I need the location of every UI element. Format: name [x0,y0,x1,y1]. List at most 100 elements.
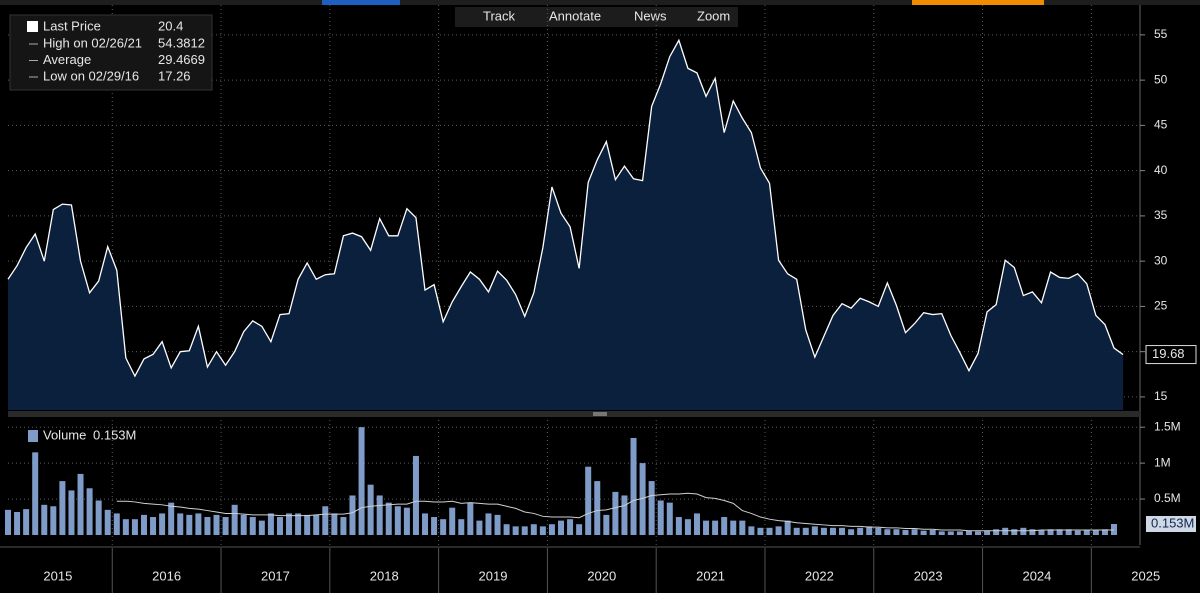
volume-bar [521,526,528,535]
volume-bar [431,517,438,535]
volume-bar [485,513,492,535]
volume-bar [784,520,791,535]
volume-bar [412,455,419,535]
volume-bar [41,504,48,535]
add-data-cropped[interactable] [912,0,1044,5]
volume-bar [32,452,39,535]
volume-bar [177,513,184,535]
period-button-cropped[interactable] [322,0,400,5]
volume-bar [748,526,755,535]
legend-value: 29.4669 [158,52,205,67]
volume-bar [993,529,1000,535]
volume-bar [231,504,238,535]
volume-bar [331,513,338,535]
volume-bar [95,500,102,535]
volume-bar [757,527,764,535]
y-tick-label: 50 [1154,72,1168,86]
volume-bar [956,531,963,535]
y-tick-label: 0.5M [1154,491,1181,505]
volume-bar [793,527,800,535]
volume-bar [1029,529,1036,535]
volume-bar [1011,529,1018,535]
volume-bar [195,513,202,535]
volume-bar [630,437,637,535]
legend-value: 17.26 [158,68,191,83]
volume-bar [766,527,773,535]
volume-bar [240,514,247,535]
volume-bar [558,520,564,535]
volume-bar [503,524,510,535]
volume-bar [585,466,592,535]
volume-bar [213,514,220,535]
volume-bar [276,517,283,535]
legend-label: Low on 02/29/16 [43,68,139,83]
volume-bar [1047,529,1054,535]
y-tick-label: 25 [1154,299,1168,313]
volume-bar [947,531,954,535]
volume-bar [14,512,21,535]
last-price-tag [1145,345,1197,365]
toolbar-news[interactable]: News [634,8,667,23]
volume-bar [458,519,465,535]
volume-bar [467,502,474,535]
volume-bar [1074,530,1081,535]
last-price-label: 19.68 [1152,346,1185,361]
volume-bar [675,517,682,535]
x-tick-label: 2016 [152,568,181,583]
volume-bar [159,513,166,535]
volume-bar [576,524,583,535]
volume-bar [911,529,918,535]
volume-bar [1002,527,1009,535]
volume-bar [775,526,782,535]
y-tick-label: 35 [1154,208,1168,222]
volume-bar [77,473,84,535]
volume-bar [267,513,274,535]
legend-value: 20.4 [158,18,183,33]
volume-bar [875,527,882,535]
volume-bar [975,531,982,535]
volume-bar [603,514,610,535]
panel-separator[interactable] [8,411,1140,417]
volume-bar [476,520,483,535]
toolbar-track[interactable]: Track [483,8,516,23]
volume-bar [811,526,818,535]
volume-bar [122,519,129,535]
legend-value: 54.3812 [158,35,205,50]
legend-label: Average [43,52,91,67]
volume-bar [1065,529,1072,535]
volume-bar [938,531,945,535]
volume-bar [249,517,256,535]
y-tick-label: 45 [1154,118,1168,132]
toolbar-annotate[interactable]: Annotate [549,8,601,23]
volume-bar [295,513,302,535]
x-tick-label: 2023 [914,568,943,583]
volume-bar [984,530,991,535]
volume-bar [494,514,501,535]
volume-bar [349,495,356,535]
volume-bar [1101,529,1108,535]
volume-bar [857,527,864,535]
price-area [8,40,1124,410]
volume-bar [612,491,619,535]
volume-bar [920,530,927,535]
volume-bar [50,506,57,535]
separator-handle[interactable] [593,412,607,416]
marks-layer: 19.68 0.153M [5,38,1197,535]
volume-bar [839,527,846,535]
toolbar-zoom[interactable]: Zoom [697,8,730,23]
volume-bar [902,529,909,535]
volume-bar [322,506,329,535]
volume-bar [59,481,66,535]
x-tick-label: 2020 [587,568,616,583]
volume-bar [186,514,193,535]
volume-bar [639,463,646,535]
volume-bar [684,519,691,535]
legend-swatch [27,21,38,32]
volume-bar [512,526,519,535]
chart-toolbar [455,7,738,27]
volume-bar [712,520,719,535]
volume-bar [403,507,410,535]
last-volume-tag [1146,516,1196,533]
volume-bar [358,427,365,535]
x-tick-label: 2017 [261,568,290,583]
